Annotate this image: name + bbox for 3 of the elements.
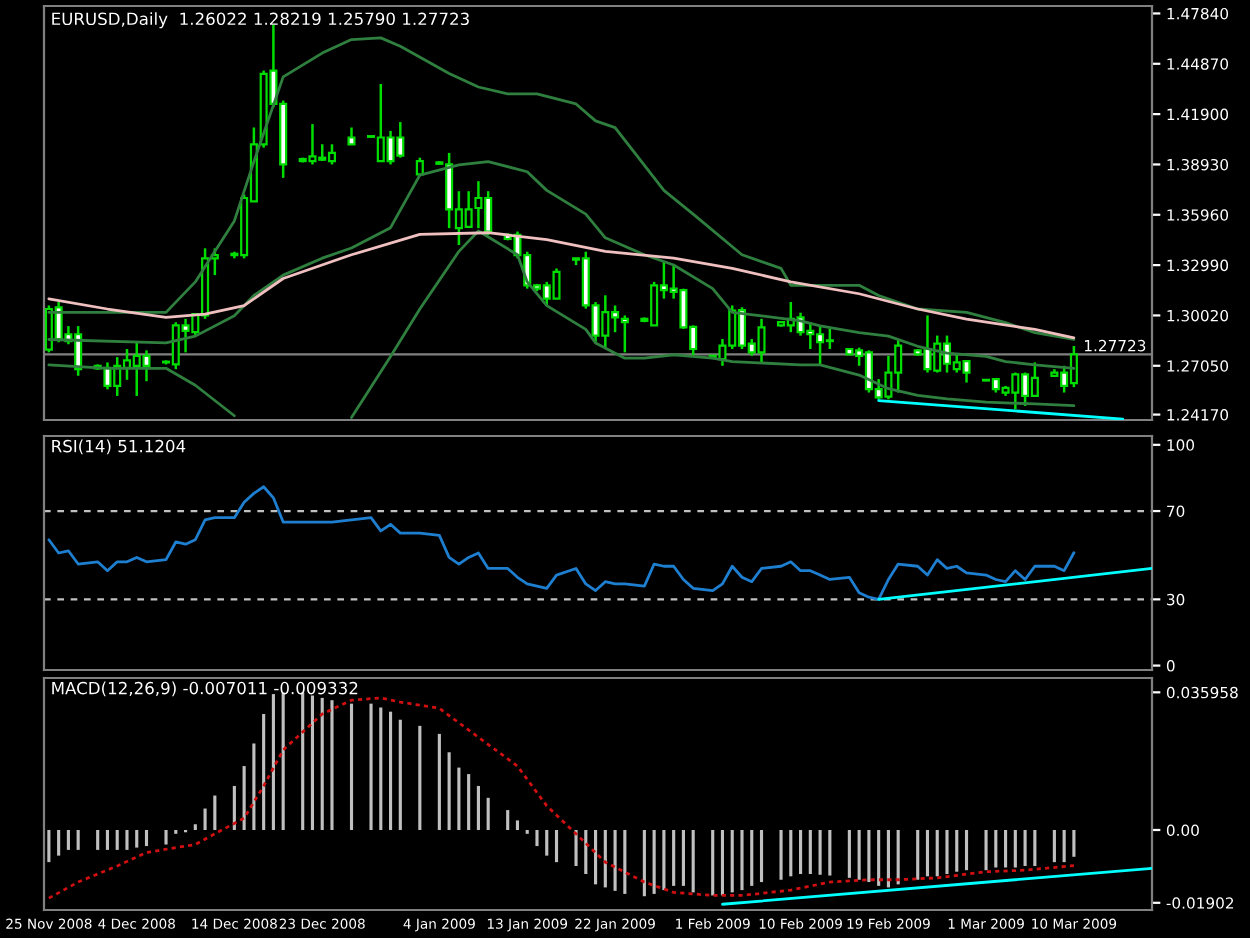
chart-title: MACD(12,26,9) -0.007011 -0.009332 (52, 681, 358, 697)
chart-title: RSI(14) 51.1204 (52, 439, 186, 455)
chart-title: EURUSD,Daily 1.26022 1.28219 1.25790 1.27723 (52, 12, 469, 29)
